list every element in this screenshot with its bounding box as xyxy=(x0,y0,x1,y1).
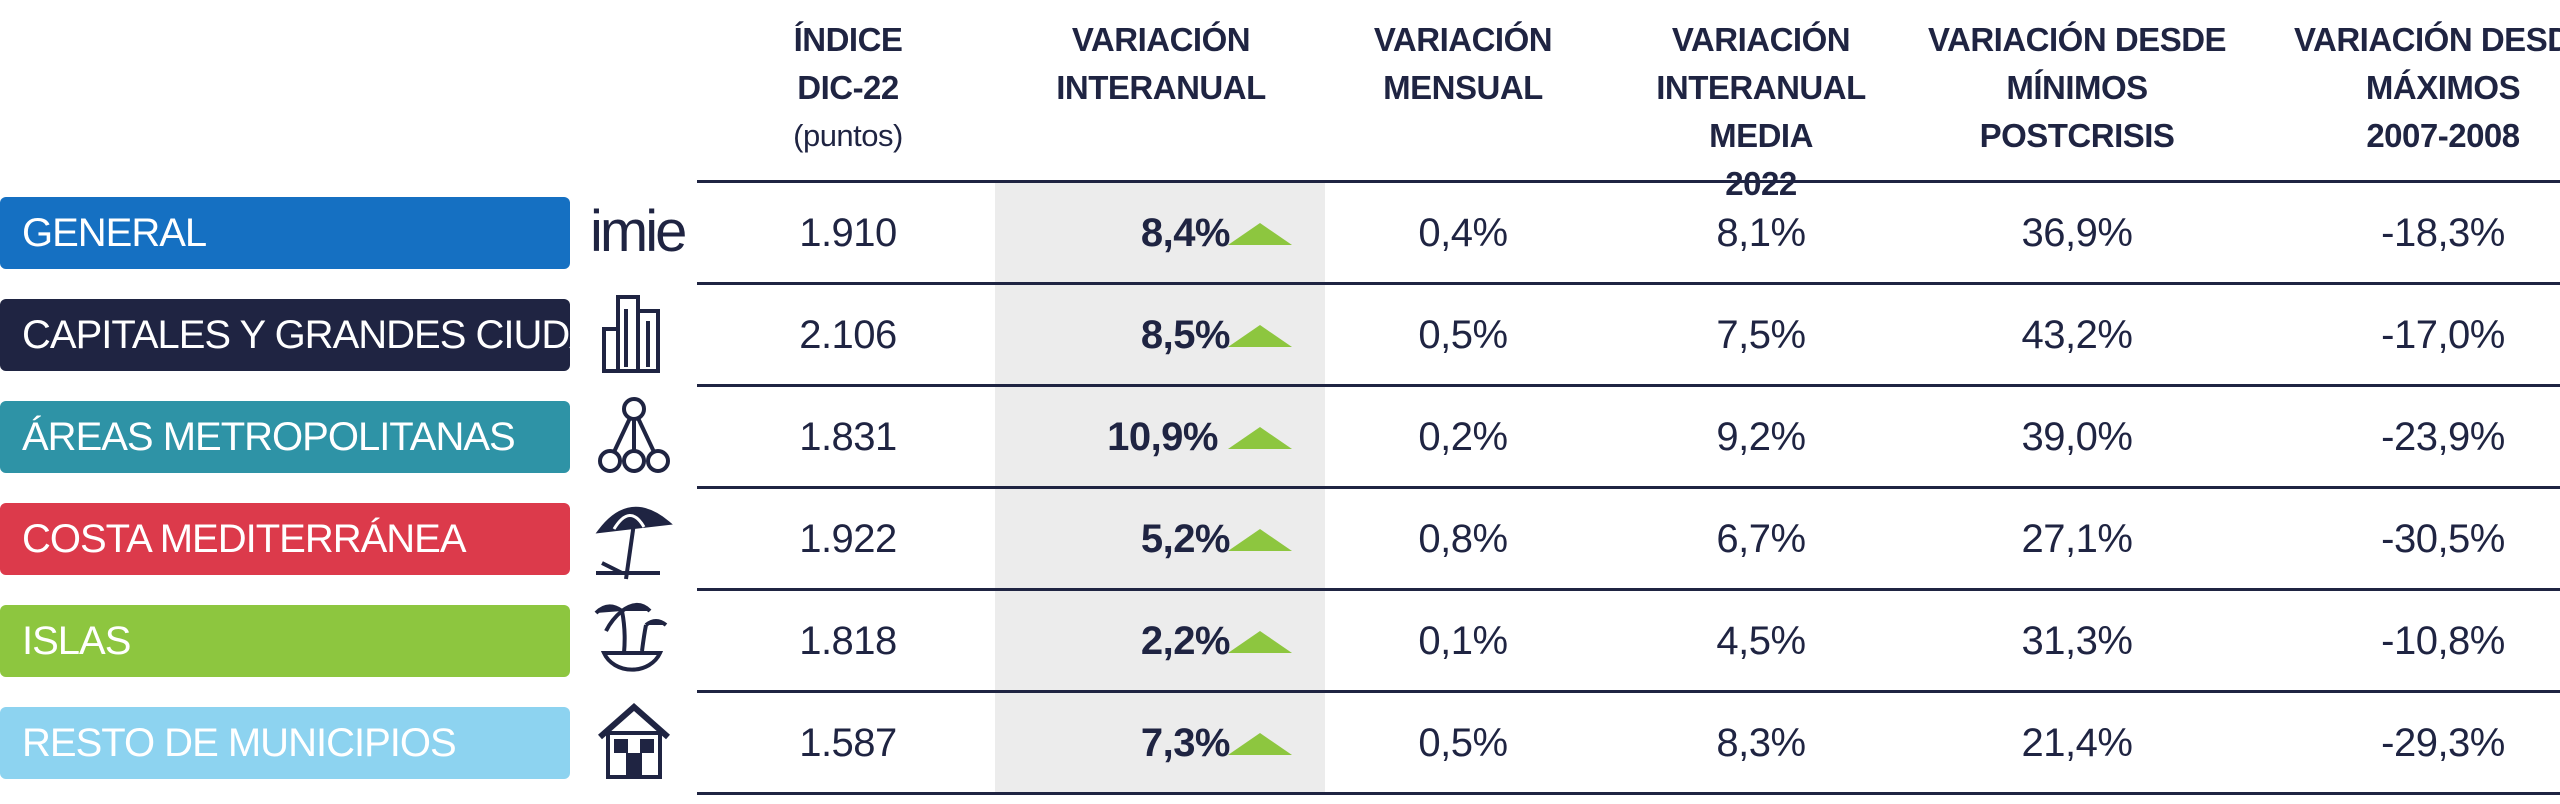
island-palm-icon xyxy=(590,595,710,685)
header-index-line1: ÍNDICE xyxy=(793,21,903,58)
trend-up-icon xyxy=(1228,733,1292,755)
network-icon xyxy=(590,391,710,481)
from-max-value: -10,8% xyxy=(2381,619,2505,663)
header-from-max-line2: MÁXIMOS xyxy=(2365,69,2521,106)
row-label-general: GENERAL xyxy=(0,197,570,269)
from-min-value: 39,0% xyxy=(2021,415,2133,459)
trend-up-icon xyxy=(1228,223,1292,245)
from-min-value: 36,9% xyxy=(2021,211,2133,255)
house-icon xyxy=(590,697,710,787)
buildings-icon xyxy=(590,289,710,379)
monthly-value: 0,5% xyxy=(1418,313,1508,357)
header-avg: VARIACIÓN INTERANUAL MEDIA 2022 xyxy=(1611,16,1911,208)
from-max-value: -17,0% xyxy=(2381,313,2505,357)
index-value: 2.106 xyxy=(799,313,897,357)
from-max-value: -23,9% xyxy=(2381,415,2505,459)
table-rule xyxy=(697,690,2560,693)
avg-value: 7,5% xyxy=(1716,313,1806,357)
from-min-value: 27,1% xyxy=(2021,517,2133,561)
from-min-value: 21,4% xyxy=(2021,721,2133,765)
header-monthly-line2: MENSUAL xyxy=(1383,69,1543,106)
table-rule xyxy=(697,486,2560,489)
table-rule xyxy=(697,180,2560,183)
avg-value: 8,1% xyxy=(1716,211,1806,255)
imie-logo-text: imie xyxy=(590,199,685,264)
monthly-value: 0,5% xyxy=(1418,721,1508,765)
header-yoy-line2: INTERANUAL xyxy=(1056,69,1266,106)
row-label-areas-metropolitanas: ÁREAS METROPOLITANAS xyxy=(0,401,570,473)
yoy-value: 5,2% xyxy=(1140,517,1231,561)
header-from-max-line1: VARIACIÓN DESDE xyxy=(2293,21,2560,58)
imie-logo-icon: imie xyxy=(590,189,710,279)
trend-up-icon xyxy=(1228,529,1292,551)
row-label-capitales: CAPITALES Y GRANDES CIUDADES xyxy=(0,299,675,371)
header-from-min-line1: VARIACIÓN DESDE xyxy=(1927,21,2227,58)
avg-value: 4,5% xyxy=(1716,619,1806,663)
from-max-value: -29,3% xyxy=(2381,721,2505,765)
trend-up-icon xyxy=(1228,631,1292,653)
trend-up-icon xyxy=(1228,325,1292,347)
avg-value: 6,7% xyxy=(1716,517,1806,561)
from-max-value: -18,3% xyxy=(2381,211,2505,255)
yoy-value: 7,3% xyxy=(1140,721,1231,765)
table-rule xyxy=(697,792,2560,795)
table-rule xyxy=(697,282,2560,285)
header-avg-line3: 2022 xyxy=(1725,165,1797,202)
index-value: 1.922 xyxy=(799,517,897,561)
from-max-value: -30,5% xyxy=(2381,517,2505,561)
header-from-min-line3: POSTCRISIS xyxy=(1979,117,2175,154)
header-index-unit: (puntos) xyxy=(793,118,903,153)
index-value: 1.831 xyxy=(799,415,897,459)
yoy-value: 8,5% xyxy=(1140,313,1231,357)
index-value: 1.818 xyxy=(799,619,897,663)
row-label-resto-municipios: RESTO DE MUNICIPIOS xyxy=(0,707,570,779)
yoy-value: 10,9% xyxy=(1107,415,1218,459)
row-label-costa-mediterranea: COSTA MEDITERRÁNEA xyxy=(0,503,570,575)
avg-value: 8,3% xyxy=(1716,721,1806,765)
monthly-value: 0,1% xyxy=(1418,619,1508,663)
header-monthly: VARIACIÓN MENSUAL xyxy=(1313,16,1613,112)
header-avg-line1: VARIACIÓN xyxy=(1671,21,1851,58)
monthly-value: 0,8% xyxy=(1418,517,1508,561)
monthly-value: 0,2% xyxy=(1418,415,1508,459)
avg-value: 9,2% xyxy=(1716,415,1806,459)
header-from-max: VARIACIÓN DESDE MÁXIMOS 2007-2008 xyxy=(2293,16,2560,160)
table-rule xyxy=(697,384,2560,387)
row-label-islas: ISLAS xyxy=(0,605,570,677)
header-index: ÍNDICE DIC-22 (puntos) xyxy=(698,16,998,160)
beach-umbrella-icon xyxy=(590,493,710,583)
index-value: 1.910 xyxy=(799,211,897,255)
yoy-column-highlight xyxy=(995,183,1325,795)
header-from-max-line3: 2007-2008 xyxy=(2366,117,2520,154)
from-min-value: 31,3% xyxy=(2021,619,2133,663)
trend-up-icon xyxy=(1228,427,1292,449)
index-value: 1.587 xyxy=(799,721,897,765)
yoy-value: 8,4% xyxy=(1140,211,1231,255)
header-monthly-line1: VARIACIÓN xyxy=(1373,21,1553,58)
header-yoy: VARIACIÓN INTERANUAL xyxy=(1011,16,1311,112)
table-rule xyxy=(697,588,2560,591)
header-avg-line2: INTERANUAL MEDIA xyxy=(1656,69,1866,154)
header-from-min: VARIACIÓN DESDE MÍNIMOS POSTCRISIS xyxy=(1927,16,2227,160)
from-min-value: 43,2% xyxy=(2021,313,2133,357)
header-index-line2: DIC-22 xyxy=(797,69,899,106)
yoy-value: 2,2% xyxy=(1140,619,1231,663)
header-from-min-line2: MÍNIMOS xyxy=(2006,69,2148,106)
header-yoy-line1: VARIACIÓN xyxy=(1071,21,1251,58)
monthly-value: 0,4% xyxy=(1418,211,1508,255)
